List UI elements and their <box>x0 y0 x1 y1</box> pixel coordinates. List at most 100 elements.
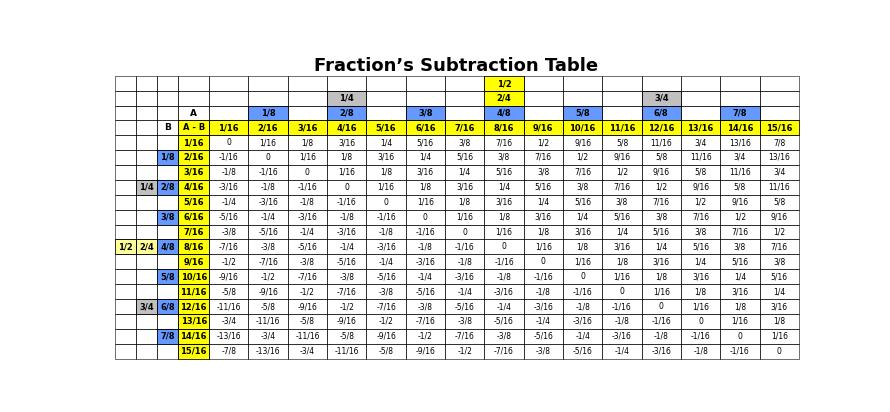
Bar <box>603 180 642 195</box>
Bar <box>136 299 158 314</box>
Bar <box>603 135 642 150</box>
Bar <box>642 150 681 165</box>
Bar <box>136 210 158 225</box>
Text: 0: 0 <box>423 213 428 222</box>
Text: -7/8: -7/8 <box>222 347 236 356</box>
Bar <box>603 150 642 165</box>
Text: A: A <box>190 109 198 117</box>
Text: 8/16: 8/16 <box>183 242 204 251</box>
Bar <box>523 254 563 269</box>
Text: -1/8: -1/8 <box>339 213 354 222</box>
Bar <box>158 76 178 91</box>
Text: -7/16: -7/16 <box>416 317 435 326</box>
Text: 1/16: 1/16 <box>535 242 552 251</box>
Text: -3/16: -3/16 <box>533 302 554 311</box>
Text: -3/4: -3/4 <box>300 347 315 356</box>
Bar <box>178 180 209 195</box>
Bar <box>681 329 720 344</box>
Bar <box>328 299 367 314</box>
Text: -1/16: -1/16 <box>651 317 671 326</box>
Bar <box>759 135 799 150</box>
Text: 3/16: 3/16 <box>732 287 748 296</box>
Bar <box>158 150 178 165</box>
Bar <box>178 239 209 254</box>
Bar <box>287 254 328 269</box>
Bar <box>406 239 445 254</box>
Bar <box>681 210 720 225</box>
Bar <box>445 344 484 359</box>
Bar <box>563 106 603 120</box>
Bar <box>523 120 563 135</box>
Text: -7/16: -7/16 <box>258 258 278 266</box>
Text: -5/16: -5/16 <box>376 272 396 281</box>
Bar <box>136 269 158 284</box>
Bar <box>178 225 209 239</box>
Text: -9/16: -9/16 <box>376 332 396 341</box>
Text: 1/4: 1/4 <box>577 213 589 222</box>
Text: -5/8: -5/8 <box>261 302 276 311</box>
Text: -3/8: -3/8 <box>536 347 551 356</box>
Bar <box>445 120 484 135</box>
Text: -3/16: -3/16 <box>494 287 514 296</box>
Text: 6/16: 6/16 <box>183 213 204 222</box>
Text: -5/16: -5/16 <box>455 302 474 311</box>
Bar <box>681 120 720 135</box>
Text: -1/2: -1/2 <box>418 332 433 341</box>
Bar <box>406 269 445 284</box>
Bar <box>248 225 287 239</box>
Bar <box>720 106 759 120</box>
Text: 3/16: 3/16 <box>417 168 434 177</box>
Text: -7/16: -7/16 <box>219 242 239 251</box>
Text: 2/16: 2/16 <box>258 123 279 132</box>
Text: -11/16: -11/16 <box>216 302 241 311</box>
Bar <box>158 239 178 254</box>
Bar <box>367 225 406 239</box>
Bar <box>563 76 603 91</box>
Bar <box>115 314 136 329</box>
Text: -5/16: -5/16 <box>297 242 318 251</box>
Text: 1/16: 1/16 <box>613 272 630 281</box>
Bar <box>178 239 209 254</box>
Bar <box>445 165 484 180</box>
Bar <box>563 150 603 165</box>
Text: 1/8: 1/8 <box>302 138 313 147</box>
Bar <box>523 299 563 314</box>
Bar <box>136 165 158 180</box>
Text: -3/8: -3/8 <box>457 317 473 326</box>
Bar <box>523 106 563 120</box>
Text: -1/16: -1/16 <box>376 213 396 222</box>
Text: 5/16: 5/16 <box>183 198 204 207</box>
Text: -1/16: -1/16 <box>494 258 514 266</box>
Bar <box>523 269 563 284</box>
Text: -1/16: -1/16 <box>612 302 632 311</box>
Bar <box>484 76 523 91</box>
Bar <box>178 269 209 284</box>
Text: 7/16: 7/16 <box>652 198 670 207</box>
Text: B: B <box>165 123 171 132</box>
Bar <box>523 314 563 329</box>
Bar <box>720 120 759 135</box>
Text: 3/8: 3/8 <box>616 198 628 207</box>
Text: -1/4: -1/4 <box>536 317 551 326</box>
Bar <box>720 284 759 299</box>
Text: 0: 0 <box>619 287 625 296</box>
Text: -7/16: -7/16 <box>455 332 474 341</box>
Text: 5/16: 5/16 <box>771 272 788 281</box>
Bar <box>642 120 681 135</box>
Bar <box>158 210 178 225</box>
Text: 0: 0 <box>266 153 271 162</box>
Bar <box>328 329 367 344</box>
Text: 9/16: 9/16 <box>732 198 748 207</box>
Text: -9/16: -9/16 <box>258 287 278 296</box>
Bar <box>642 269 681 284</box>
Text: 1/8: 1/8 <box>655 272 668 281</box>
Bar <box>287 165 328 180</box>
Bar <box>563 135 603 150</box>
Text: -3/16: -3/16 <box>612 332 632 341</box>
Bar <box>484 225 523 239</box>
Bar <box>178 165 209 180</box>
Bar <box>178 150 209 165</box>
Text: 8/16: 8/16 <box>494 123 514 132</box>
Bar <box>287 120 328 135</box>
Text: -3/8: -3/8 <box>418 302 433 311</box>
